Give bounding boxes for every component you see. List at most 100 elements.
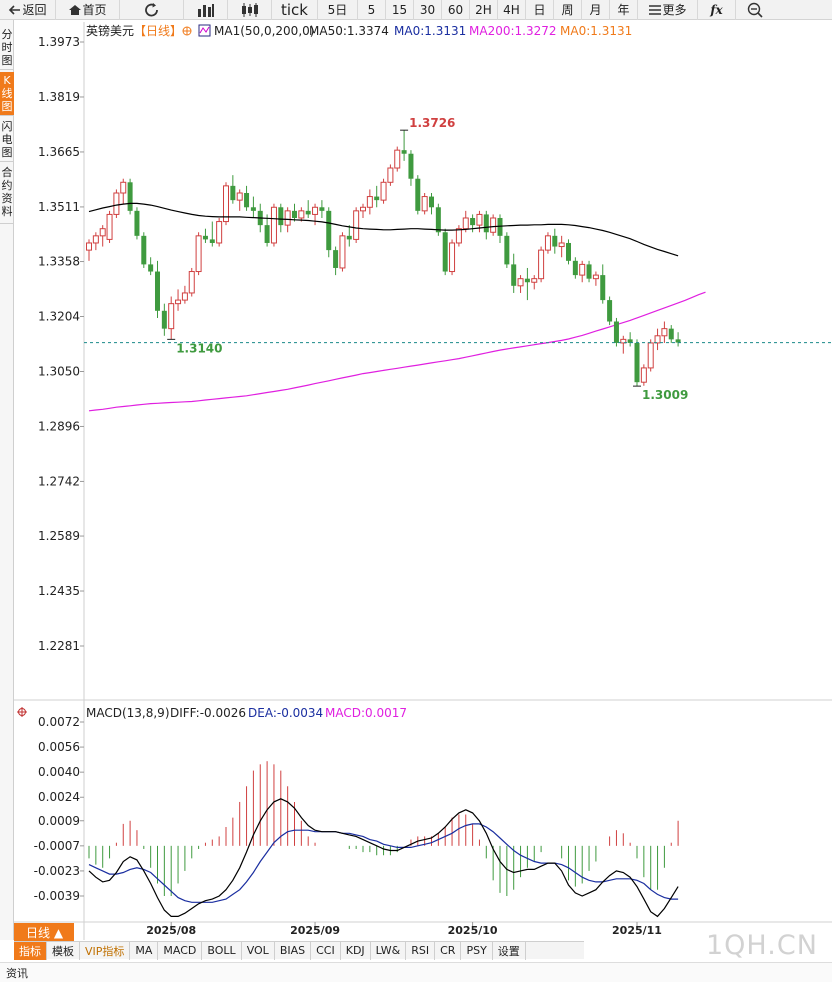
candle-body-up — [579, 263, 586, 276]
candle-body-up — [113, 192, 120, 215]
candle-body-up — [181, 292, 188, 301]
macd-tick-label: -0.0023 — [34, 864, 80, 878]
tab-settings[interactable]: 设置 — [493, 941, 526, 960]
macd-macd-value: MACD:0.0017 — [325, 706, 407, 720]
tab-vip-indicators[interactable]: VIP指标 — [80, 941, 131, 960]
candle-body-down — [264, 225, 270, 243]
period-month-button[interactable]: 月 — [582, 0, 610, 20]
candle-body-up — [168, 303, 175, 330]
tab-contract-info[interactable]: 合约资料 — [0, 164, 14, 224]
price-tick-label: 1.3819 — [38, 90, 80, 104]
x-axis-label: 2025/10 — [448, 924, 498, 937]
x-axis-label: 2025/08 — [146, 924, 196, 937]
bar-chart-icon — [197, 3, 214, 17]
candle-body-up — [284, 210, 291, 226]
candle-body-up — [449, 242, 456, 273]
tab-cci[interactable]: CCI — [311, 941, 341, 960]
candle-body-up — [195, 235, 202, 273]
ma50-layer — [88, 202, 679, 257]
tab-indicators[interactable]: 指标 — [14, 941, 47, 960]
zoom-out-button[interactable] — [736, 0, 774, 20]
tick-button[interactable]: tick — [272, 0, 318, 20]
candle-body-down — [511, 264, 517, 286]
candle-body-down — [607, 300, 613, 322]
candle-body-down — [429, 196, 434, 208]
indicator-tab-bar: 指标 模板 VIP指标 MA MACD BOLL VOL BIAS CCI KD… — [14, 941, 584, 960]
bar-chart-button[interactable] — [184, 0, 228, 20]
tab-boll[interactable]: BOLL — [202, 941, 242, 960]
macd-settings-icon[interactable] — [17, 707, 27, 717]
tab-ma[interactable]: MA — [130, 941, 159, 960]
tab-psy[interactable]: PSY — [461, 941, 493, 960]
price-tick-label: 1.3511 — [38, 200, 80, 214]
tab-templates[interactable]: 模板 — [47, 941, 80, 960]
candle-body-down — [552, 235, 558, 247]
candle-body-up — [394, 149, 401, 169]
candle-body-up — [387, 167, 394, 183]
back-button[interactable]: 返回 — [0, 0, 56, 20]
period-30m-button[interactable]: 30 — [414, 0, 442, 20]
candle-body-down — [141, 235, 147, 265]
candle-body-up — [366, 196, 373, 208]
candle-body-up — [99, 228, 106, 237]
candle-body-down — [326, 210, 332, 251]
candle-body-down — [504, 235, 510, 265]
price-tick-label: 1.3358 — [38, 255, 80, 269]
period-selector-button[interactable]: 日线 ▲ — [14, 923, 74, 941]
tab-kline[interactable]: K线图 — [0, 72, 14, 116]
tab-time-sharing[interactable]: 分时图 — [0, 26, 14, 70]
candle-body-up — [312, 206, 319, 215]
toolbar: 返回 首页 tick 5日 5 15 30 60 2H 4H 日 周 月 年 更… — [0, 0, 832, 20]
candle-body-down — [127, 182, 133, 211]
candle-body-up — [421, 196, 428, 212]
period-day-button[interactable]: 日 — [526, 0, 554, 20]
home-button[interactable]: 首页 — [56, 0, 120, 20]
candle-body-down — [250, 207, 256, 211]
tab-lw[interactable]: LW& — [371, 941, 407, 960]
formula-button[interactable]: fx — [698, 0, 736, 20]
price-tick-label: 1.3665 — [38, 145, 80, 159]
candle-body-up — [455, 228, 462, 244]
period-5m-button[interactable]: 5 — [358, 0, 386, 20]
tab-cr[interactable]: CR — [435, 941, 462, 960]
candle-body-down — [675, 339, 681, 343]
tab-vol[interactable]: VOL — [242, 941, 275, 960]
price-tick-label: 1.2589 — [38, 529, 80, 543]
candlestick-button[interactable] — [228, 0, 272, 20]
period-60m-button[interactable]: 60 — [442, 0, 470, 20]
candle-body-up — [175, 299, 182, 305]
macd-dea-line — [88, 823, 679, 903]
more-button[interactable]: 更多 — [638, 0, 698, 20]
tab-rsi[interactable]: RSI — [406, 941, 436, 960]
period-year-button[interactable]: 年 — [610, 0, 638, 20]
macd-title: MACD(13,8,9) — [86, 706, 170, 720]
low-annotation: 1.3140 — [176, 341, 222, 355]
tab-kdj[interactable]: KDJ — [341, 941, 371, 960]
candle-body-down — [209, 239, 215, 243]
settings-icon[interactable] — [182, 26, 192, 36]
refresh-button[interactable] — [120, 0, 184, 20]
candle-body-up — [216, 221, 223, 244]
candle-body-up — [640, 367, 647, 383]
x-axis-label: 2025/11 — [612, 924, 662, 937]
candle-body-down — [586, 264, 592, 279]
period-4h-button[interactable]: 4H — [498, 0, 526, 20]
period-week-button[interactable]: 周 — [554, 0, 582, 20]
candle-body-up — [647, 342, 654, 369]
macd-tick-label: 0.0072 — [38, 715, 80, 729]
candle-body-down — [483, 214, 489, 233]
tab-macd[interactable]: MACD — [158, 941, 203, 960]
tab-bias[interactable]: BIAS — [275, 941, 312, 960]
ma50-value: MA50:1.3374 — [309, 24, 389, 38]
tab-flash-chart[interactable]: 闪电图 — [0, 118, 14, 162]
candle-body-down — [524, 278, 530, 283]
candle-body-down — [346, 235, 352, 240]
macd-tick-label: 0.0056 — [38, 740, 80, 754]
macd-dea-value: DEA:-0.0034 — [248, 706, 323, 720]
period-15m-button[interactable]: 15 — [386, 0, 414, 20]
candle-body-up — [353, 210, 360, 240]
period-2h-button[interactable]: 2H — [470, 0, 498, 20]
period-5d-button[interactable]: 5日 — [318, 0, 358, 20]
status-bar: 资讯 — [0, 962, 832, 982]
